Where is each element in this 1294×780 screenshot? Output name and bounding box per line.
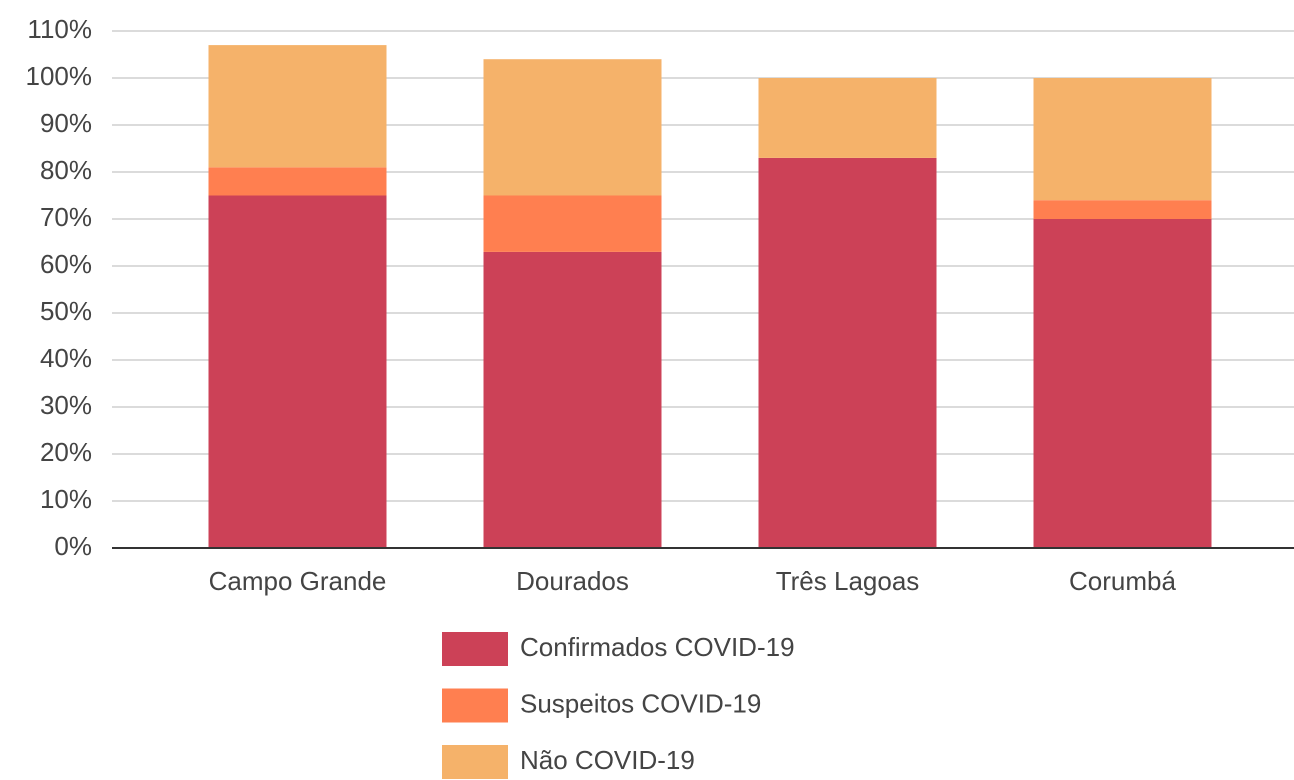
bar-segment: [483, 195, 662, 252]
y-tick-label: 0%: [54, 531, 92, 561]
y-tick-label: 60%: [40, 249, 92, 279]
bar-segment: [208, 167, 387, 196]
x-tick-label: Corumbá: [1069, 566, 1176, 596]
bar-segment: [1033, 219, 1212, 548]
y-tick-label: 20%: [40, 437, 92, 467]
legend-label: Suspeitos COVID-19: [520, 688, 761, 718]
bar-segment: [758, 78, 937, 158]
bar-segment: [483, 251, 662, 548]
bar-segment: [758, 157, 937, 548]
y-tick-label: 70%: [40, 202, 92, 232]
legend-swatch: [442, 688, 508, 723]
y-tick-label: 30%: [40, 390, 92, 420]
x-tick-label: Campo Grande: [209, 566, 387, 596]
y-tick-label: 110%: [27, 14, 92, 44]
x-tick-label: Dourados: [516, 566, 629, 596]
y-tick-label: 10%: [40, 484, 92, 514]
bar-segment: [208, 45, 387, 168]
bar-segment: [1033, 200, 1212, 219]
bar-segment: [483, 59, 662, 196]
legend-swatch: [442, 745, 508, 779]
y-tick-label: 40%: [40, 343, 92, 373]
x-tick-label: Três Lagoas: [776, 566, 920, 596]
y-tick-label: 50%: [40, 296, 92, 326]
bar-segment: [208, 195, 387, 548]
legend-swatch: [442, 632, 508, 666]
y-tick-label: 90%: [40, 108, 92, 138]
legend-label: Não COVID-19: [520, 745, 695, 775]
legend-label: Confirmados COVID-19: [520, 632, 795, 662]
y-tick-label: 80%: [40, 155, 92, 185]
bar-segment: [1033, 78, 1212, 201]
y-tick-label: 100%: [26, 61, 93, 91]
